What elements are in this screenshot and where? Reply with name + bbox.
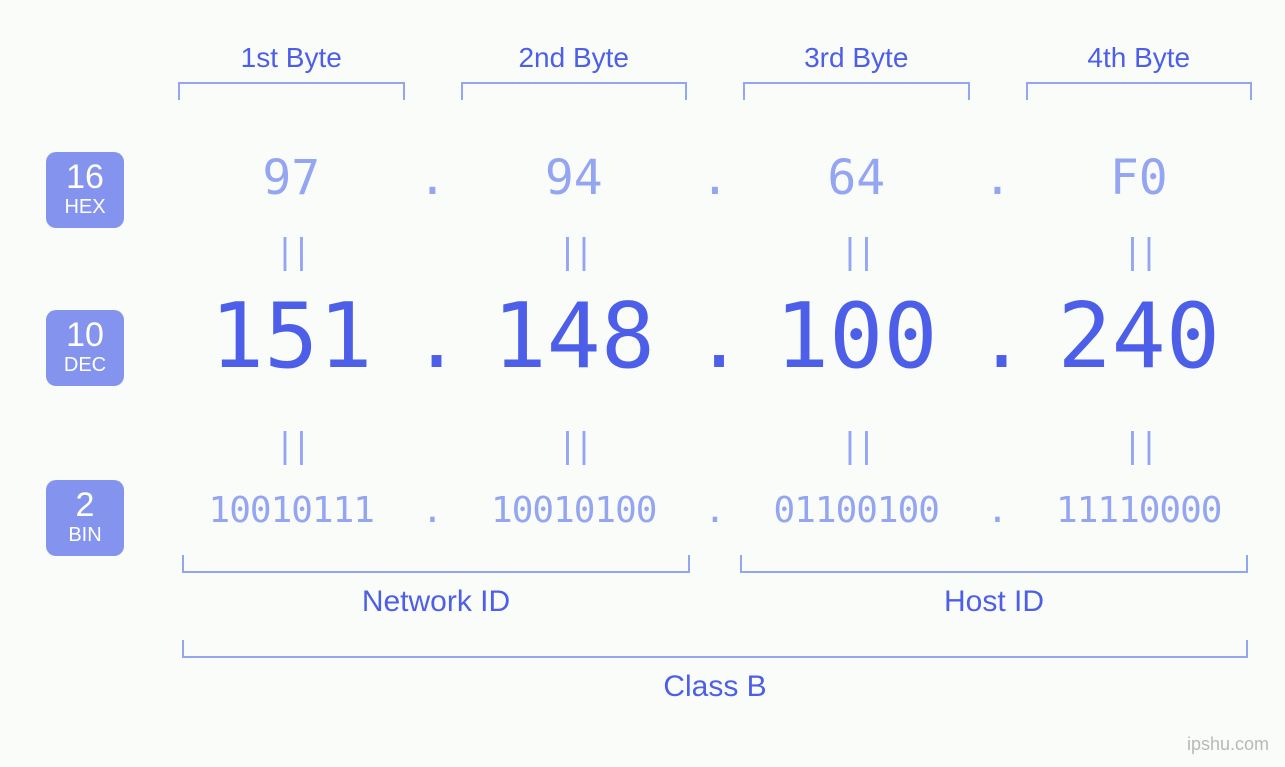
byte-bracket-4 (1026, 82, 1253, 100)
badge-dec-label: DEC (46, 354, 124, 376)
badge-hex-label: HEX (46, 196, 124, 218)
equals-bot-4: || (1018, 426, 1261, 466)
dot-bin-2: . (695, 490, 735, 531)
hex-value-3: 64 (735, 150, 978, 206)
byte-bracket-1 (178, 82, 405, 100)
bin-value-4: 11110000 (1018, 490, 1261, 531)
byte-bracket-3 (743, 82, 970, 100)
badge-dec: 10 DEC (46, 310, 124, 386)
hex-value-2: 94 (453, 150, 696, 206)
bracket-host-id (740, 555, 1248, 573)
dot-hex-2: . (695, 150, 735, 206)
dec-value-3: 100 (735, 292, 978, 382)
label-network-id: Network ID (182, 585, 690, 619)
label-host-id: Host ID (740, 585, 1248, 619)
badge-hex-number: 16 (46, 160, 124, 194)
equals-bot-3: || (735, 426, 978, 466)
byte-label-3: 3rd Byte (735, 42, 978, 74)
byte-label-1: 1st Byte (170, 42, 413, 74)
dot-bin-3: . (978, 490, 1018, 531)
dec-value-2: 148 (453, 292, 696, 382)
bin-value-3: 01100100 (735, 490, 978, 531)
bracket-class (182, 640, 1248, 658)
dot-bin-1: . (413, 490, 453, 531)
dot-dec-3: . (978, 300, 1018, 380)
byte-label-4: 4th Byte (1018, 42, 1261, 74)
equals-bot-1: || (170, 426, 413, 466)
equals-top-1: || (170, 232, 413, 272)
bin-value-1: 10010111 (170, 490, 413, 531)
byte-bracket-2 (461, 82, 688, 100)
equals-top-3: || (735, 232, 978, 272)
watermark: ipshu.com (1187, 734, 1269, 755)
ip-representation-diagram: 16 HEX 10 DEC 2 BIN 1st Byte 97 || 151 |… (0, 0, 1285, 767)
dot-dec-2: . (695, 300, 735, 380)
badge-dec-number: 10 (46, 318, 124, 352)
dec-value-1: 151 (170, 292, 413, 382)
hex-value-1: 97 (170, 150, 413, 206)
bracket-network-id (182, 555, 690, 573)
equals-top-4: || (1018, 232, 1261, 272)
label-class: Class B (182, 670, 1248, 704)
dot-hex-3: . (978, 150, 1018, 206)
bin-value-2: 10010100 (453, 490, 696, 531)
dec-value-4: 240 (1018, 292, 1261, 382)
badge-bin-label: BIN (46, 524, 124, 546)
badge-bin: 2 BIN (46, 480, 124, 556)
byte-label-2: 2nd Byte (453, 42, 696, 74)
equals-bot-2: || (453, 426, 696, 466)
dot-dec-1: . (413, 300, 453, 380)
badge-bin-number: 2 (46, 488, 124, 522)
badge-hex: 16 HEX (46, 152, 124, 228)
equals-top-2: || (453, 232, 696, 272)
dot-hex-1: . (413, 150, 453, 206)
hex-value-4: F0 (1018, 150, 1261, 206)
